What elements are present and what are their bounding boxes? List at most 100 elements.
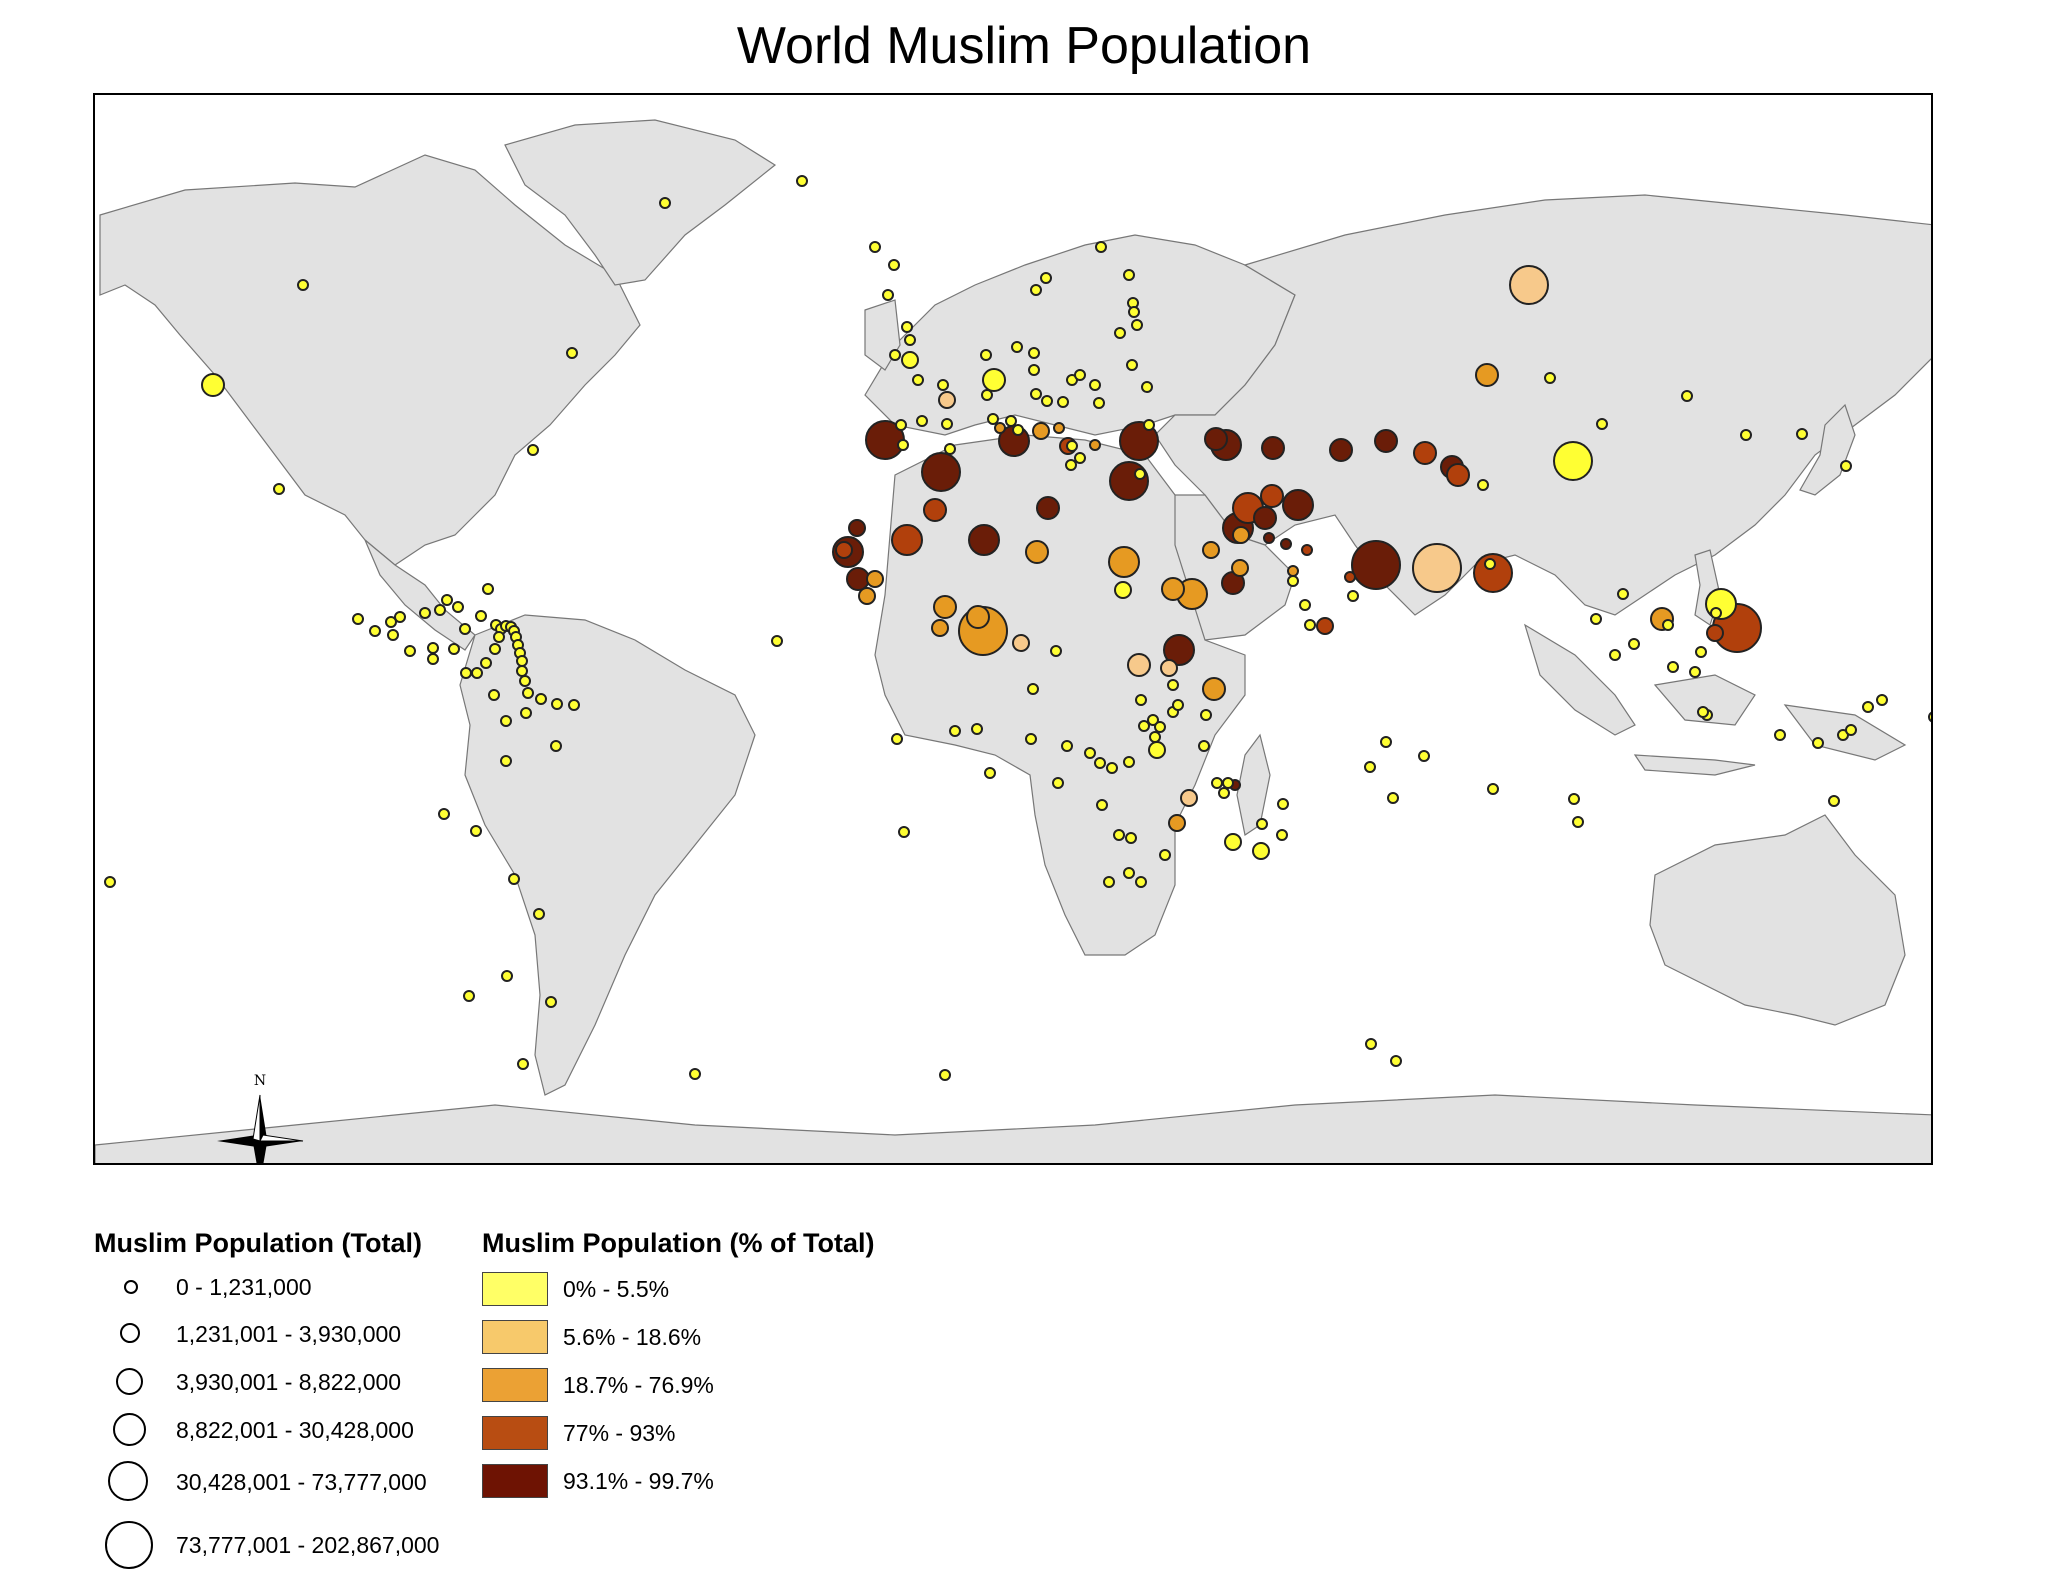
country-symbol [500, 715, 512, 727]
country-symbol [1256, 818, 1268, 830]
country-symbol [1172, 699, 1184, 711]
country-symbol [1119, 421, 1159, 461]
land-south-america [459, 614, 756, 1096]
country-symbol [1276, 829, 1288, 841]
country-symbol [404, 645, 416, 657]
country-symbol [1544, 372, 1556, 384]
land-indonesia [1523, 623, 1907, 776]
land-layer [95, 119, 1931, 1163]
country-symbol [1351, 540, 1401, 590]
country-symbol [517, 1058, 529, 1070]
country-symbol [1096, 799, 1108, 811]
legend-swatch-4 [482, 1416, 548, 1450]
country-symbol [1473, 553, 1513, 593]
country-symbol [1412, 543, 1462, 593]
country-symbol [1053, 422, 1065, 434]
country-symbol [1224, 833, 1242, 851]
country-symbol [1084, 747, 1096, 759]
country-symbol [1127, 653, 1151, 677]
land-greenland [504, 119, 777, 286]
country-symbol [1572, 816, 1584, 828]
country-symbol [1027, 683, 1039, 695]
country-symbol [1689, 666, 1701, 678]
country-symbol [1131, 319, 1143, 331]
land-north-america [99, 154, 641, 566]
legend-total-class-6: 73,777,001 - 202,867,000 [176, 1532, 440, 1558]
country-symbol [1089, 379, 1101, 391]
country-symbol [1446, 463, 1470, 487]
country-symbol [984, 767, 996, 779]
country-symbol [1280, 538, 1292, 550]
country-symbol [981, 389, 993, 401]
country-symbol [891, 733, 903, 745]
land-antarctica [95, 1094, 1931, 1163]
country-symbol [931, 619, 949, 637]
country-symbol [1304, 619, 1316, 631]
legend-percent-title: Muslim Population (% of Total) [482, 1228, 875, 1258]
country-symbol [1123, 756, 1135, 768]
country-symbol [1252, 842, 1270, 860]
country-symbol [888, 259, 900, 271]
country-symbol [273, 483, 285, 495]
country-symbol [463, 990, 475, 1002]
country-symbol [1231, 559, 1249, 577]
country-symbol [460, 667, 472, 679]
country-symbol [921, 452, 961, 492]
country-symbol [1740, 429, 1752, 441]
country-symbol [482, 583, 494, 595]
country-symbol [1812, 737, 1824, 749]
country-symbol [1253, 506, 1277, 530]
country-symbol [1030, 284, 1042, 296]
country-symbol [522, 687, 534, 699]
country-symbol [858, 587, 876, 605]
country-symbol [201, 373, 225, 397]
country-symbol [448, 643, 460, 655]
country-symbol [895, 419, 907, 431]
country-symbol [1667, 661, 1679, 673]
country-symbol [1260, 484, 1284, 508]
country-symbol [501, 970, 513, 982]
country-symbol [1066, 440, 1078, 452]
country-symbol [1509, 265, 1549, 305]
country-symbol [1141, 381, 1153, 393]
legend-circle-6 [105, 1521, 153, 1569]
country-symbol [1695, 646, 1707, 658]
country-symbol [1287, 575, 1299, 587]
country-symbol [1222, 777, 1234, 789]
country-symbol [1828, 795, 1840, 807]
country-symbol [1365, 1038, 1377, 1050]
country-symbol [1154, 721, 1166, 733]
country-symbol [1200, 709, 1212, 721]
world-map [95, 119, 1931, 1163]
country-symbol [1012, 634, 1030, 652]
country-symbol [480, 657, 492, 669]
country-symbol [1159, 849, 1171, 861]
country-symbol [866, 570, 884, 588]
legend-circle-5 [108, 1461, 148, 1501]
country-symbol [1005, 415, 1017, 427]
country-symbol [1202, 677, 1226, 701]
country-symbol [1065, 459, 1077, 471]
country-symbol [848, 519, 866, 537]
country-symbol [470, 825, 482, 837]
country-symbol [987, 413, 999, 425]
country-symbol [1928, 711, 1931, 723]
legend-total-title: Muslim Population (Total) [94, 1228, 422, 1258]
country-symbol [550, 740, 562, 752]
country-symbol [1028, 364, 1040, 376]
country-symbol [1681, 390, 1693, 402]
country-symbol [901, 351, 919, 369]
country-symbol [1418, 750, 1430, 762]
legend-swatch-2 [482, 1320, 548, 1354]
country-symbol [1138, 720, 1150, 732]
country-symbol [516, 665, 528, 677]
country-symbol [1036, 496, 1060, 520]
country-symbol [904, 334, 916, 346]
country-symbol [968, 524, 1000, 556]
country-symbol [1204, 427, 1228, 451]
country-symbol [869, 241, 881, 253]
country-symbol [1032, 422, 1050, 440]
country-symbol [568, 699, 580, 711]
country-symbol [1128, 306, 1140, 318]
country-symbol [500, 755, 512, 767]
